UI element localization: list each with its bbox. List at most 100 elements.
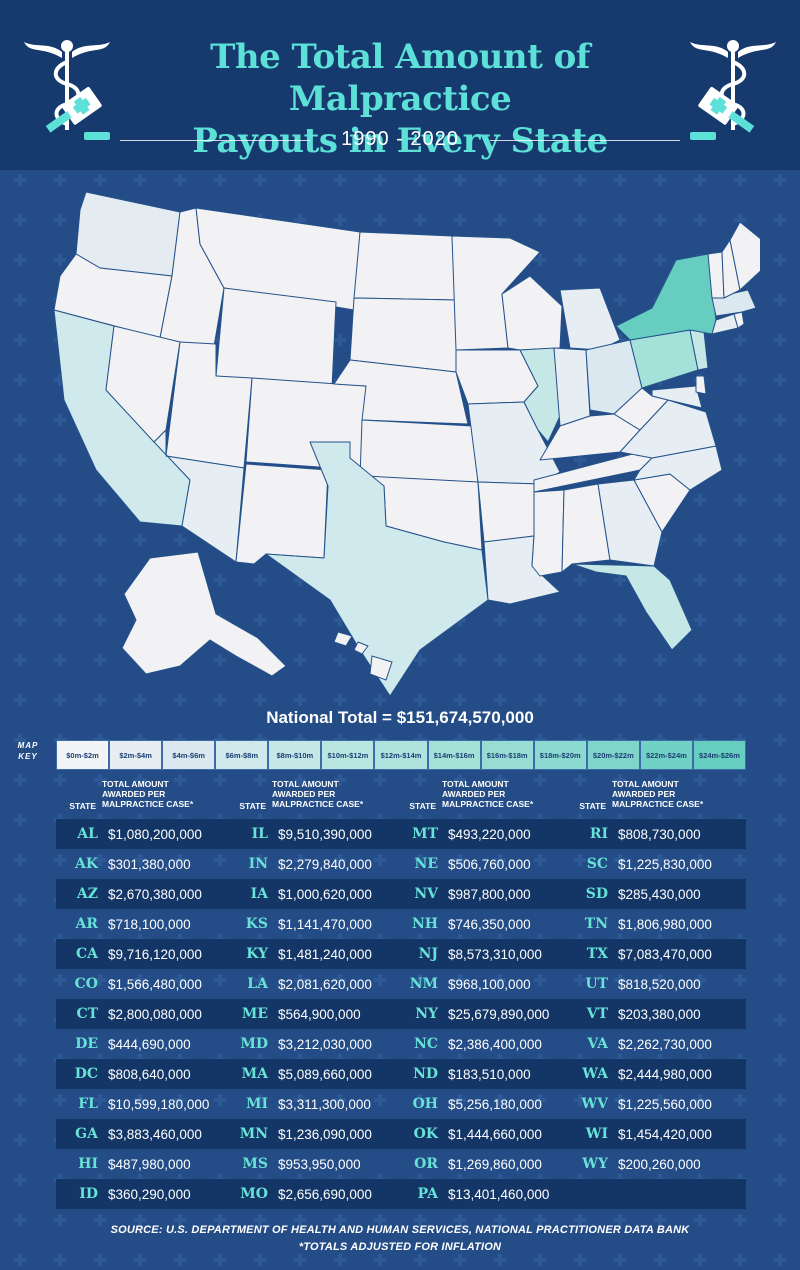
- state-al: [561, 483, 611, 573]
- table-row: HI $487,980,000 MS $953,950,000 OR $1,269,860…: [56, 1149, 746, 1179]
- state-amount: $13,401,460,000: [448, 1186, 550, 1202]
- state-amount: $1,481,240,000: [278, 946, 372, 962]
- national-total: National Total = $151,674,570,000: [266, 708, 534, 727]
- state-amount: $8,573,310,000: [448, 946, 542, 962]
- state-me: [729, 221, 760, 291]
- state-amount: $808,640,000: [108, 1066, 191, 1082]
- state-amount: $1,225,560,000: [618, 1096, 712, 1112]
- amount-header-line: MALPRACTICE CASE*: [612, 799, 704, 809]
- state-amount: $968,100,000: [448, 976, 531, 992]
- amount-header: TOTAL AMOUNT AWARDED PER MALPRACTICE CASE*: [442, 779, 562, 809]
- state-amount: $444,690,000: [108, 1036, 191, 1052]
- table-row: AR $718,100,000 KS $1,141,470,000 NH $746,350…: [56, 909, 746, 939]
- state-md: [651, 385, 703, 409]
- state-abbr: UT: [585, 976, 608, 992]
- state-abbr: MT: [412, 826, 438, 842]
- state-header: STATE: [409, 801, 436, 811]
- state-abbr: NV: [414, 886, 438, 902]
- state-amount: $718,100,000: [108, 916, 191, 932]
- state-amount: $2,656,690,000: [278, 1186, 372, 1202]
- state-abbr: SD: [585, 886, 608, 902]
- state-abbr: KY: [246, 946, 268, 962]
- state-abbr: NE: [414, 856, 438, 872]
- state-amount: $1,806,980,000: [618, 916, 712, 932]
- state-sd: [349, 297, 457, 373]
- state-abbr: ID: [79, 1186, 98, 1202]
- state-amount: $2,279,840,000: [278, 856, 372, 872]
- state-amount: $1,141,470,000: [278, 916, 372, 932]
- state-wy: [215, 287, 337, 389]
- caduceus-gavel-icon: [690, 40, 776, 140]
- state-ms: [531, 489, 565, 577]
- state-abbr: WY: [582, 1156, 608, 1172]
- table-row: ID $360,290,000 MO $2,656,690,000 PA $13,401,…: [56, 1179, 746, 1209]
- state-amount: $183,510,000: [448, 1066, 531, 1082]
- state-amount: $25,679,890,000: [448, 1006, 550, 1022]
- state-abbr: DE: [75, 1036, 98, 1052]
- state-amount: $953,950,000: [278, 1156, 361, 1172]
- state-nd: [353, 231, 457, 301]
- amount-header-line: AWARDED PER: [272, 789, 336, 799]
- map-key: $0m-$2m $2m-$4m $4m-$6m $6m-$8m $8m-$10m $10m…: [56, 740, 747, 770]
- state-amount: $2,670,380,000: [108, 886, 202, 902]
- state-abbr: WA: [582, 1066, 608, 1082]
- state-abbr: CT: [76, 1006, 98, 1022]
- state-abbr: IA: [250, 886, 268, 902]
- amount-header-line: TOTAL AMOUNT: [442, 779, 509, 789]
- state-amount: $3,311,300,000: [278, 1096, 371, 1112]
- state-abbr: KS: [245, 916, 268, 932]
- map-key-bin: $22m-$24m: [639, 740, 693, 770]
- state-abbr: VA: [587, 1036, 608, 1052]
- state-amount: $1,080,200,000: [108, 826, 202, 842]
- state-abbr: AZ: [76, 886, 98, 902]
- table-row: CT $2,800,080,000 ME $564,900,000 NY $25,679,…: [56, 999, 746, 1029]
- state-abbr: NH: [411, 916, 438, 932]
- state-abbr: LA: [247, 976, 268, 992]
- state-amount: $2,800,080,000: [108, 1006, 202, 1022]
- state-abbr: MD: [240, 1036, 268, 1052]
- amount-header-line: TOTAL AMOUNT: [612, 779, 679, 789]
- source-line: SOURCE: U.S. DEPARTMENT OF HEALTH AND HU…: [110, 1224, 690, 1236]
- amount-header-line: AWARDED PER: [612, 789, 676, 799]
- amount-header: TOTAL AMOUNT AWARDED PER MALPRACTICE CASE*: [102, 779, 222, 809]
- state-abbr: AL: [77, 826, 98, 842]
- state-amount: $2,386,400,000: [448, 1036, 542, 1052]
- state-tx: [265, 441, 489, 697]
- state-abbr: OH: [412, 1096, 438, 1112]
- state-abbr: NM: [409, 976, 438, 992]
- state-hi-2: [353, 641, 369, 655]
- divider-right: [490, 140, 680, 141]
- state-amount: $2,444,980,000: [618, 1066, 712, 1082]
- state-abbr: HI: [78, 1156, 98, 1172]
- state-mi: [559, 287, 621, 351]
- map-key-bin: $24m-$26m: [692, 740, 747, 770]
- state-amount: $1,566,480,000: [108, 976, 202, 992]
- state-abbr: TN: [584, 916, 608, 932]
- state-amount: $3,212,030,000: [278, 1036, 372, 1052]
- state-ny: [615, 253, 717, 341]
- map-key-bin: $14m-$16m: [427, 740, 481, 770]
- map-key-label: MAP KEY: [6, 740, 50, 762]
- state-amount: $7,083,470,000: [618, 946, 712, 962]
- page-title: The Total Amount of Malpractice Payouts …: [110, 36, 690, 162]
- state-abbr: PA: [417, 1186, 438, 1202]
- table-row: FL $10,599,180,000 MI $3,311,300,000 OH $5,25…: [56, 1089, 746, 1119]
- state-amount: $1,269,860,000: [448, 1156, 542, 1172]
- amount-header-line: AWARDED PER: [442, 789, 506, 799]
- state-abbr: MS: [242, 1156, 268, 1172]
- map-key-bin: $8m-$10m: [268, 740, 322, 770]
- table-row: DC $808,640,000 MA $5,089,660,000 ND $183,510…: [56, 1059, 746, 1089]
- state-abbr: MA: [241, 1066, 268, 1082]
- state-abbr: ND: [413, 1066, 438, 1082]
- state-header: STATE: [239, 801, 266, 811]
- state-abbr: RI: [589, 826, 608, 842]
- state-header: STATE: [69, 801, 96, 811]
- state-abbr: VT: [586, 1006, 608, 1022]
- amount-header: TOTAL AMOUNT AWARDED PER MALPRACTICE CASE*: [612, 779, 732, 809]
- state-ga: [597, 479, 663, 567]
- state-abbr: GA: [75, 1126, 98, 1142]
- state-abbr: TX: [586, 946, 608, 962]
- state-amount: $301,380,000: [108, 856, 191, 872]
- divider-left: [120, 140, 310, 141]
- state-abbr: OK: [413, 1126, 438, 1142]
